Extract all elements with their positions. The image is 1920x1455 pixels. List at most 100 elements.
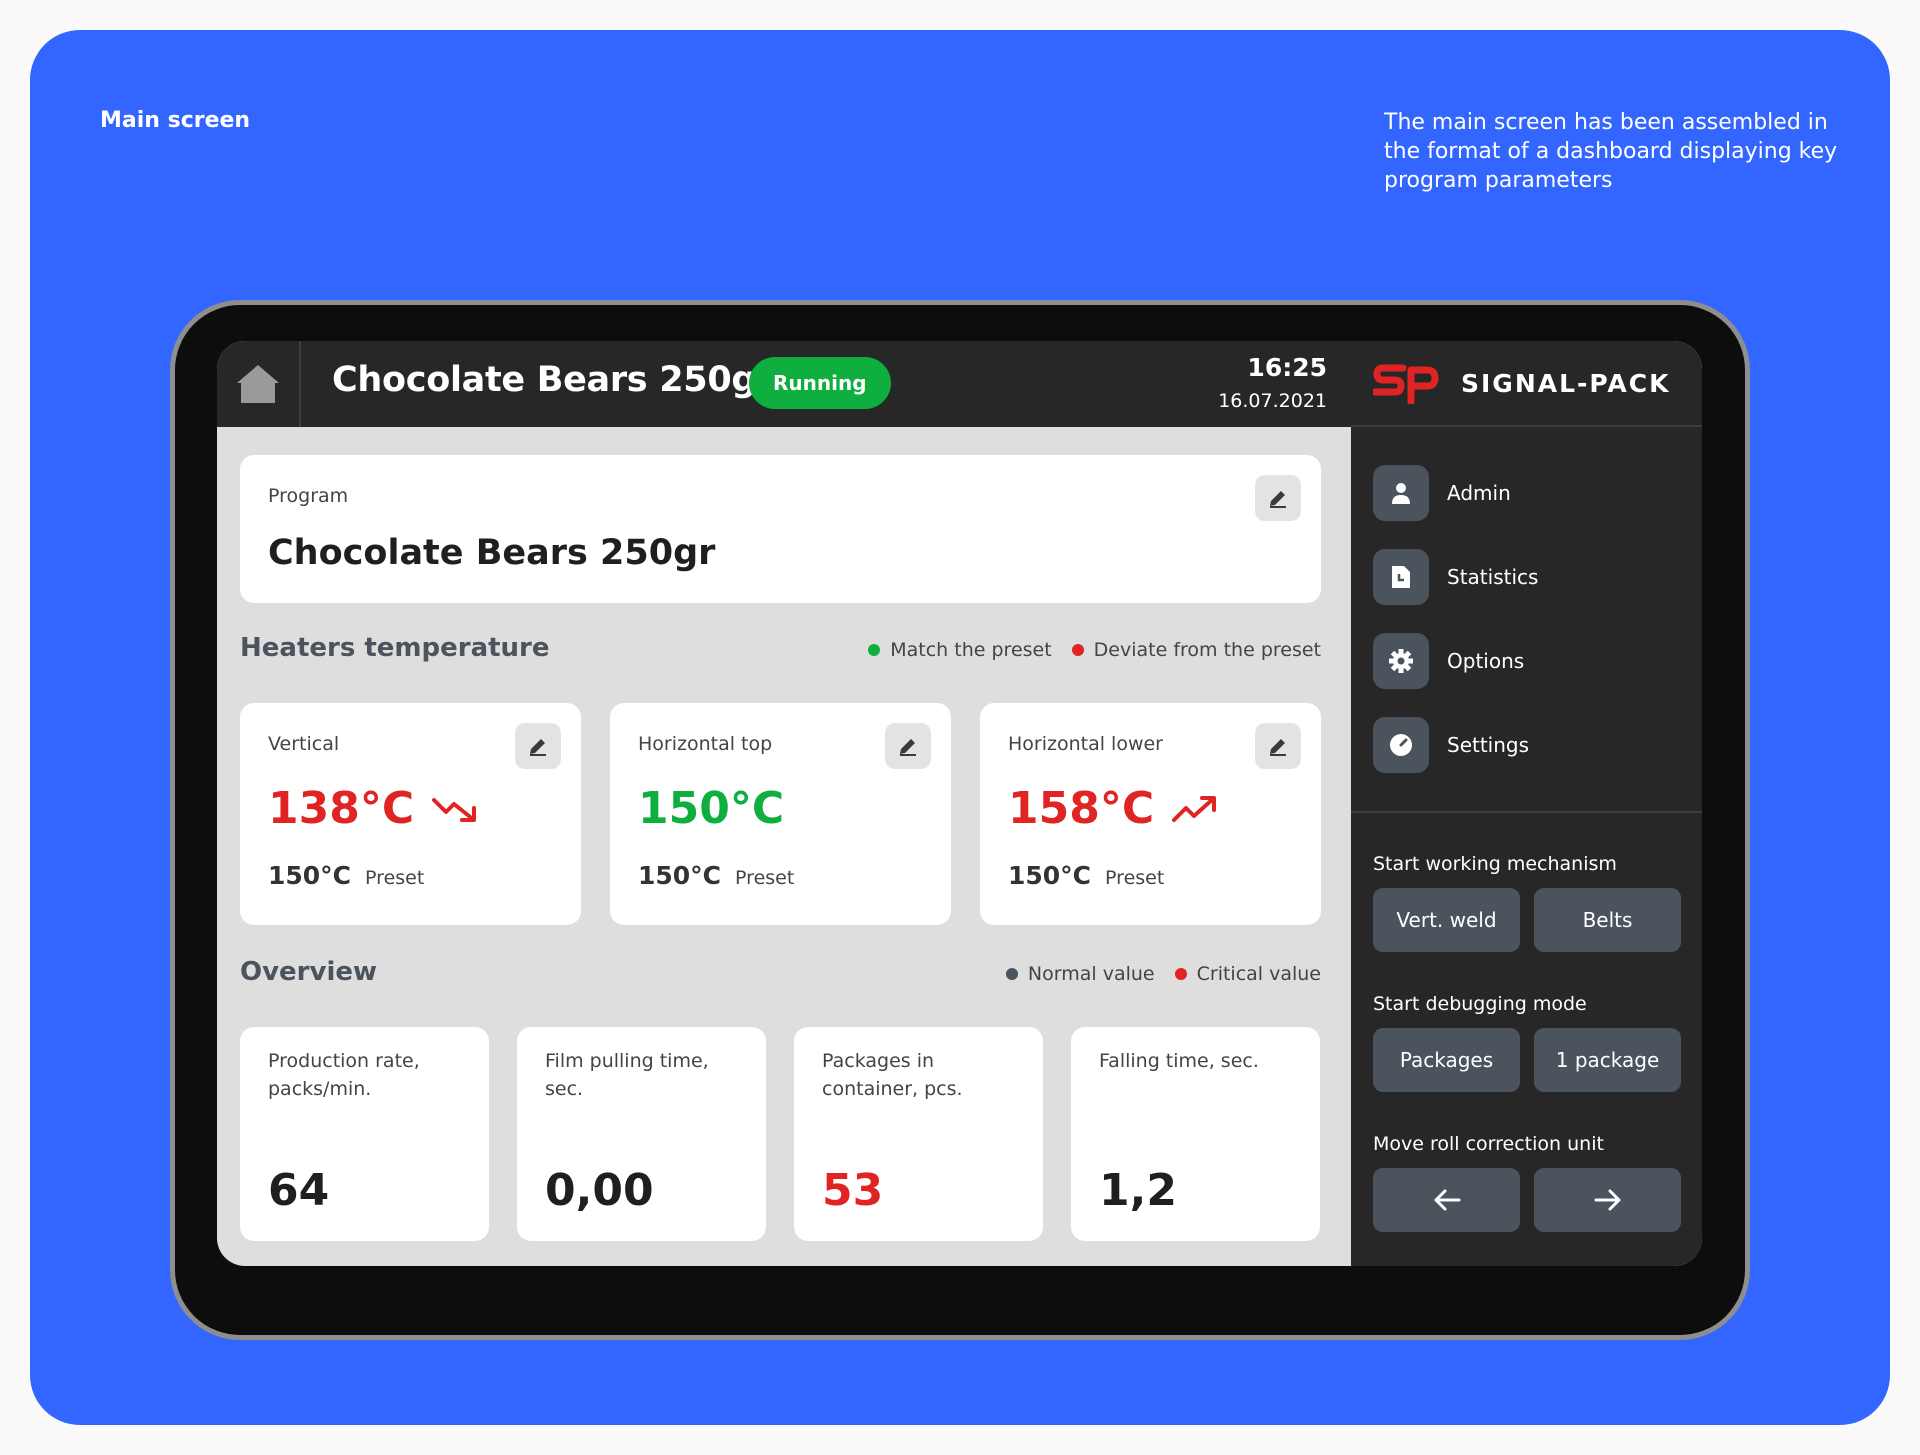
overview-label: Film pulling time, sec. — [545, 1050, 709, 1100]
working-mechanism-group: Start working mechanism Vert. weld Belts — [1373, 853, 1681, 952]
sidebar-item-statistics[interactable]: Statistics — [1373, 549, 1538, 605]
overview-label: Production rate, packs/min. — [268, 1050, 420, 1100]
overview-label: Packages in container, pcs. — [822, 1050, 963, 1100]
group-label: Start debugging mode — [1373, 993, 1587, 1015]
sidebar-item-settings[interactable]: Settings — [1373, 717, 1538, 773]
heaters-legend: Match the preset Deviate from the preset — [848, 639, 1321, 661]
brand-name: SIGNAL-PACK — [1461, 368, 1671, 398]
preset-value: 150°C — [1008, 861, 1092, 890]
brand: SIGNAL-PACK — [1351, 341, 1702, 427]
overview-card-packages: Packages in container, pcs. 53 — [794, 1027, 1043, 1241]
legend-label: Critical value — [1196, 963, 1321, 985]
preset-value: 150°C — [268, 861, 352, 890]
sidebar-item-label: Admin — [1447, 481, 1511, 505]
group-label: Start working mechanism — [1373, 853, 1617, 875]
arrow-right-icon — [1594, 1189, 1620, 1211]
group-label: Move roll correction unit — [1373, 1133, 1604, 1155]
overview-label: Falling time, sec. — [1099, 1050, 1259, 1072]
presentation-frame: Main screen The main screen has been ass… — [30, 30, 1890, 1425]
heater-card-vertical: Vertical 138°C 150°C Preset — [240, 703, 581, 925]
home-button[interactable] — [217, 341, 301, 427]
overview-value: 1,2 — [1099, 1165, 1177, 1216]
belts-button[interactable]: Belts — [1534, 888, 1681, 952]
sidebar-item-admin[interactable]: Admin — [1373, 465, 1538, 521]
nav-icon-wrap — [1373, 465, 1429, 521]
legend-item-critical: Critical value — [1174, 963, 1321, 985]
legend-item-match: Match the preset — [868, 639, 1052, 661]
tablet-device: Chocolate Bears 250gr Running 16:25 16.0… — [170, 300, 1750, 1340]
sidebar-item-label: Options — [1447, 649, 1525, 673]
heater-name: Vertical — [268, 733, 340, 755]
sidebar-item-options[interactable]: Options — [1373, 633, 1538, 689]
red-dot-icon — [1174, 968, 1187, 980]
caption-left: Main screen — [100, 108, 251, 133]
nav-icon-wrap — [1373, 717, 1429, 773]
preset-label: Preset — [735, 867, 795, 889]
heater-name: Horizontal top — [638, 733, 773, 755]
trend-up-icon — [1172, 795, 1217, 822]
caption-right: The main screen has been assembled in th… — [1384, 110, 1838, 193]
nav-icon-wrap — [1373, 633, 1429, 689]
program-card: Program Chocolate Bears 250gr — [240, 455, 1321, 603]
hmi-screen: Chocolate Bears 250gr Running 16:25 16.0… — [217, 341, 1702, 1266]
edit-program-button[interactable] — [1255, 475, 1301, 521]
red-dot-icon — [1071, 644, 1084, 656]
clock: 16:25 16.07.2021 — [1218, 353, 1327, 412]
home-icon — [237, 365, 279, 403]
green-dot-icon — [868, 644, 881, 656]
roll-correction-group: Move roll correction unit — [1373, 1133, 1681, 1232]
preset-row: 150°C Preset — [268, 861, 424, 890]
button-row: Packages 1 package — [1373, 1028, 1681, 1092]
heater-value-text: 150°C — [638, 783, 785, 834]
packages-button[interactable]: Packages — [1373, 1028, 1520, 1092]
overview-value: 64 — [268, 1165, 330, 1216]
arrow-left-icon — [1434, 1189, 1460, 1211]
sidebar-item-label: Settings — [1447, 733, 1530, 757]
clock-time: 16:25 — [1247, 353, 1327, 382]
legend-label: Deviate from the preset — [1093, 639, 1321, 661]
top-bar: Chocolate Bears 250gr Running 16:25 16.0… — [217, 341, 1351, 427]
overview-title: Overview — [240, 957, 378, 987]
heater-card-horizontal-top: Horizontal top 150°C 150°C Preset — [610, 703, 951, 925]
heater-value: 138°C — [268, 783, 480, 834]
gear-icon — [1389, 649, 1413, 673]
heater-value: 150°C — [638, 783, 784, 834]
user-icon — [1392, 483, 1410, 504]
preset-row: 150°C Preset — [638, 861, 794, 890]
pencil-icon — [1270, 491, 1286, 508]
heater-card-horizontal-lower: Horizontal lower 158°C 150°C — [980, 703, 1321, 925]
heaters-title: Heaters temperature — [240, 633, 550, 663]
overview-card-film-pulling: Film pulling time, sec. 0,00 — [517, 1027, 766, 1241]
edit-heater-button[interactable] — [885, 723, 931, 769]
move-right-button[interactable] — [1534, 1168, 1681, 1232]
main-content: Program Chocolate Bears 250gr Heaters te… — [217, 427, 1351, 1266]
heater-value: 158°C — [1008, 783, 1220, 834]
legend-item-normal: Normal value — [1005, 963, 1155, 985]
edit-heater-button[interactable] — [515, 723, 561, 769]
button-row — [1373, 1168, 1681, 1232]
sidebar: SIGNAL-PACK Admin — [1351, 341, 1702, 1266]
move-left-button[interactable] — [1373, 1168, 1520, 1232]
sidebar-nav: Admin Statistics — [1373, 465, 1538, 801]
program-value: Chocolate Bears 250gr — [268, 533, 716, 573]
preset-label: Preset — [1105, 867, 1165, 889]
page-title: Chocolate Bears 250gr — [332, 360, 774, 400]
pencil-icon — [530, 739, 546, 756]
legend-label: Normal value — [1027, 963, 1155, 985]
divider — [1351, 811, 1702, 813]
debugging-mode-group: Start debugging mode Packages 1 package — [1373, 993, 1681, 1092]
document-icon — [1392, 566, 1410, 588]
one-package-button[interactable]: 1 package — [1534, 1028, 1681, 1092]
overview-value: 0,00 — [545, 1165, 654, 1216]
gray-dot-icon — [1005, 968, 1018, 980]
program-label: Program — [268, 485, 349, 507]
status-badge: Running — [749, 357, 891, 409]
pencil-icon — [900, 739, 916, 756]
vert-weld-button[interactable]: Vert. weld — [1373, 888, 1520, 952]
heater-value-text: 138°C — [268, 783, 415, 834]
pencil-icon — [1270, 739, 1286, 756]
sidebar-item-label: Statistics — [1447, 565, 1539, 589]
edit-heater-button[interactable] — [1255, 723, 1301, 769]
overview-value: 53 — [822, 1165, 884, 1216]
clock-date: 16.07.2021 — [1218, 390, 1327, 412]
